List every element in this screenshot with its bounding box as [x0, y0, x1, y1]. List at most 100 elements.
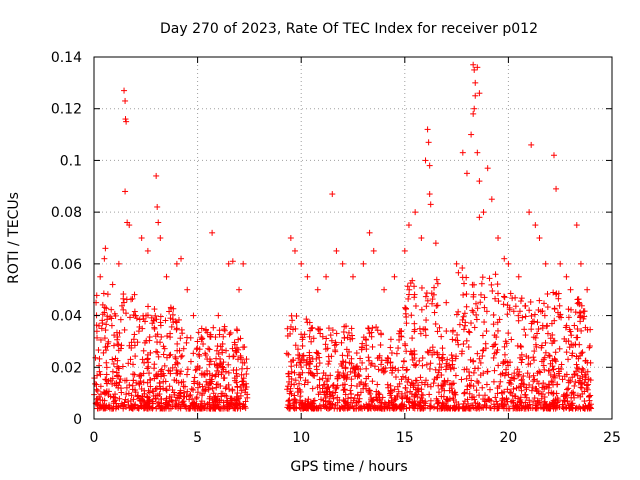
data-point — [565, 385, 572, 392]
data-point — [229, 345, 236, 352]
data-point — [542, 339, 549, 346]
data-point — [422, 377, 429, 384]
data-point — [136, 323, 143, 330]
data-point — [395, 388, 402, 395]
data-point — [452, 391, 459, 398]
data-point — [182, 383, 189, 390]
data-point — [505, 260, 512, 267]
data-point — [412, 302, 419, 309]
data-point — [556, 345, 563, 352]
data-point — [451, 365, 458, 372]
data-point — [199, 335, 206, 342]
data-point — [92, 380, 99, 387]
data-point — [309, 385, 316, 392]
data-point — [474, 149, 481, 156]
data-point — [329, 392, 336, 399]
data-point — [536, 297, 543, 304]
data-point — [180, 378, 187, 385]
data-point — [320, 381, 327, 388]
data-point — [526, 307, 533, 314]
data-point — [412, 392, 419, 399]
data-point — [287, 388, 294, 395]
data-point — [563, 386, 570, 393]
data-point — [241, 359, 248, 366]
data-point — [186, 396, 193, 403]
axis-tick-labels: 0 5 10 15 20 25 0 0.02 0.04 0.06 0.08 0.1 0.12 0.14 — [51, 50, 621, 446]
data-point — [146, 370, 153, 377]
data-point — [567, 286, 574, 293]
data-point — [535, 326, 542, 333]
data-point — [155, 353, 162, 360]
data-point — [97, 383, 104, 390]
data-point — [370, 247, 377, 254]
data-point — [576, 377, 583, 384]
data-point — [461, 366, 468, 373]
data-point — [499, 370, 506, 377]
data-point — [536, 399, 543, 406]
data-point — [339, 260, 346, 267]
data-point — [225, 369, 232, 376]
data-point — [406, 291, 413, 298]
data-point — [314, 384, 321, 391]
data-point — [571, 382, 578, 389]
data-point — [99, 311, 106, 318]
data-point — [137, 378, 144, 385]
data-point — [92, 354, 99, 361]
data-point — [151, 365, 158, 372]
data-point — [542, 349, 549, 356]
data-point — [145, 405, 152, 412]
data-point — [123, 296, 130, 303]
data-point — [518, 405, 525, 412]
x-tick-label: 0 — [90, 430, 99, 446]
data-point — [147, 383, 154, 390]
data-point — [105, 392, 112, 399]
data-point — [439, 345, 446, 352]
data-point — [173, 370, 180, 377]
data-point — [558, 314, 565, 321]
data-point — [211, 394, 218, 401]
data-point — [429, 300, 436, 307]
data-point — [473, 316, 480, 323]
data-point — [334, 369, 341, 376]
data-point — [121, 377, 128, 384]
data-point — [116, 329, 123, 336]
data-point — [348, 382, 355, 389]
data-point — [517, 354, 524, 361]
data-point — [304, 273, 311, 280]
data-point — [449, 336, 456, 343]
data-point — [398, 333, 405, 340]
data-point — [375, 391, 382, 398]
data-point — [360, 260, 367, 267]
data-point — [574, 365, 581, 372]
data-point — [296, 380, 303, 387]
data-point — [115, 373, 122, 380]
data-point — [395, 345, 402, 352]
data-point — [104, 291, 111, 298]
data-point — [330, 381, 337, 388]
data-point — [215, 312, 222, 319]
data-point — [438, 393, 445, 400]
data-point — [466, 372, 473, 379]
data-point — [404, 366, 411, 373]
data-point — [411, 328, 418, 335]
data-point — [422, 332, 429, 339]
data-point — [533, 388, 540, 395]
data-point — [217, 343, 224, 350]
data-point — [366, 229, 373, 236]
data-point — [523, 386, 530, 393]
data-point — [568, 394, 575, 401]
data-point — [476, 405, 483, 412]
data-point — [237, 335, 244, 342]
data-point — [552, 349, 559, 356]
data-point — [423, 317, 430, 324]
data-point — [193, 394, 200, 401]
data-point — [569, 374, 576, 381]
data-point — [410, 361, 417, 368]
data-point — [525, 354, 532, 361]
data-point — [350, 397, 357, 404]
data-point — [520, 373, 527, 380]
data-point — [103, 321, 110, 328]
data-point — [575, 299, 582, 306]
data-point — [491, 341, 498, 348]
data-point — [468, 320, 475, 327]
